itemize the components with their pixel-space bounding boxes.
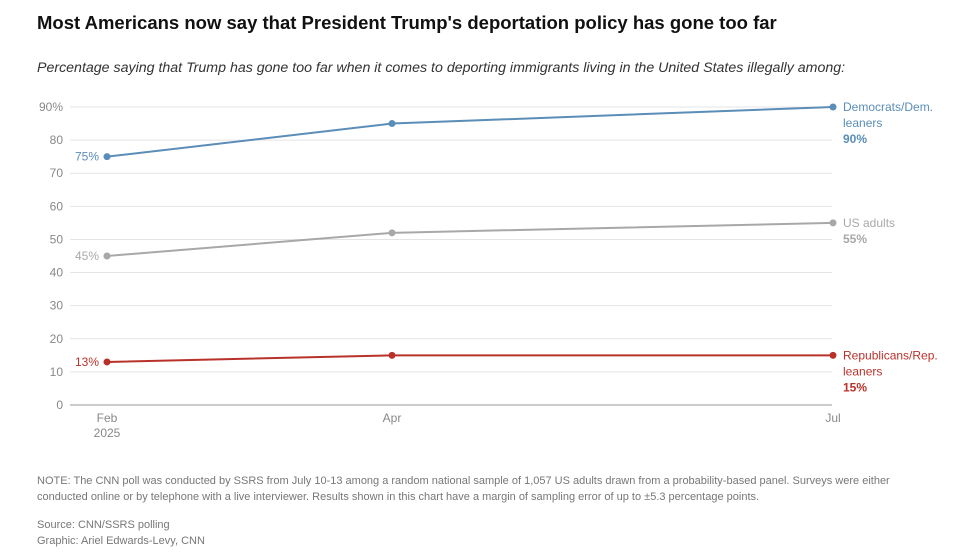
- y-tick-label: 10: [50, 365, 64, 379]
- y-tick-label: 50: [50, 232, 64, 246]
- data-point: [388, 120, 396, 128]
- y-tick-label: 60: [50, 199, 64, 213]
- chart-note: NOTE: The CNN poll was conducted by SSRS…: [37, 475, 890, 503]
- source-credit: Source: CNN/SSRS polling: [37, 519, 170, 531]
- data-point: [103, 153, 111, 161]
- data-point: [103, 358, 111, 366]
- series-name-label: US adults: [843, 216, 895, 230]
- x-tick-label: Jul: [825, 411, 840, 425]
- data-point: [829, 351, 837, 359]
- data-point: [829, 103, 837, 111]
- chart-subtitle: Percentage saying that Trump has gone to…: [37, 60, 846, 76]
- series-line: [106, 354, 833, 363]
- start-value-label: 75%: [75, 150, 99, 164]
- y-tick-label: 90%: [39, 100, 63, 114]
- series-line: [106, 106, 834, 158]
- series-name-label: Republicans/Rep.: [843, 348, 938, 362]
- chart-title: Most Americans now say that President Tr…: [37, 12, 777, 33]
- graphic-credit: Graphic: Ariel Edwards-Levy, CNN: [37, 535, 205, 547]
- x-tick-label: Feb: [97, 411, 118, 425]
- y-tick-label: 20: [50, 332, 64, 346]
- start-value-label: 13%: [75, 355, 99, 369]
- start-value-label: 45%: [75, 249, 99, 263]
- y-tick-label: 80: [50, 133, 64, 147]
- y-tick-label: 40: [50, 266, 64, 280]
- end-value-label: 90%: [843, 132, 867, 146]
- data-point: [103, 252, 111, 260]
- data-point: [388, 351, 396, 359]
- y-tick-label: 30: [50, 299, 64, 313]
- y-tick-label: 0: [56, 398, 63, 412]
- data-point: [829, 219, 837, 227]
- data-point: [388, 229, 396, 237]
- x-tick-label: 2025: [94, 426, 121, 440]
- series-name-label: leaners: [843, 364, 882, 378]
- series-name-label: Democrats/Dem.: [843, 100, 933, 114]
- y-tick-label: 70: [50, 166, 64, 180]
- series-name-label: leaners: [843, 116, 882, 130]
- x-tick-label: Apr: [383, 411, 402, 425]
- end-value-label: 15%: [843, 380, 867, 394]
- end-value-label: 55%: [843, 232, 867, 246]
